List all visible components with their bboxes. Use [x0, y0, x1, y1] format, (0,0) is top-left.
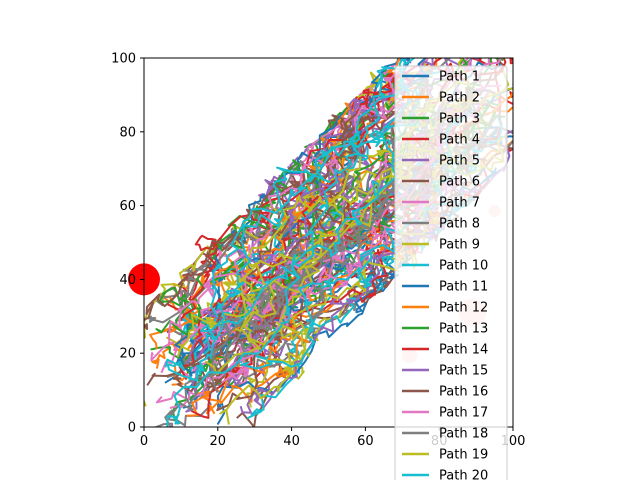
legend-label: Path 5	[439, 154, 480, 169]
legend-label: Path 1	[439, 70, 480, 85]
y-tick-label: 20	[119, 347, 136, 362]
legend-label: Path 13	[439, 322, 488, 337]
series-line-9	[144, 71, 392, 407]
legend-label: Path 11	[439, 280, 488, 295]
series-line-20	[200, 89, 420, 356]
legend-label: Path 15	[439, 364, 488, 379]
series-line-13	[158, 154, 345, 328]
y-tick-label: 60	[119, 199, 136, 214]
x-tick-label: 0	[140, 434, 148, 449]
legend-label: Path 8	[439, 217, 480, 232]
y-tick-label: 80	[119, 125, 136, 140]
x-tick-label: 40	[283, 434, 300, 449]
legend-label: Path 20	[439, 469, 488, 480]
x-tick-label: 20	[210, 434, 227, 449]
legend-label: Path 12	[439, 301, 488, 316]
y-tick-label: 100	[111, 52, 136, 67]
legend-label: Path 3	[439, 112, 480, 127]
legend-label: Path 17	[439, 406, 488, 421]
series-line-16	[144, 113, 357, 330]
y-tick-label: 40	[119, 273, 136, 288]
plot-frame	[143, 57, 514, 428]
legend-label: Path 10	[439, 259, 488, 274]
series-line-17	[150, 70, 404, 362]
legend-label: Path 4	[439, 133, 480, 148]
legend-label: Path 9	[439, 238, 480, 253]
y-tick-label: 0	[128, 421, 136, 436]
legend-label: Path 19	[439, 448, 488, 463]
legend-box	[394, 65, 508, 480]
x-tick-label: 60	[357, 434, 374, 449]
legend-label: Path 18	[439, 427, 488, 442]
legend-label: Path 2	[439, 91, 480, 106]
legend-label: Path 6	[439, 175, 480, 190]
legend-label: Path 14	[439, 343, 488, 358]
series-line-13	[155, 59, 464, 336]
series-line-20	[166, 58, 416, 427]
legend-label: Path 7	[439, 196, 480, 211]
legend-label: Path 16	[439, 385, 488, 400]
series-line-20	[164, 87, 414, 382]
y-axis: 0 20 40 60 80 100	[111, 52, 144, 436]
legend: Path 1 Path 2 Path 3 Path 4 Path 5 Path 6 Path…	[394, 65, 508, 480]
